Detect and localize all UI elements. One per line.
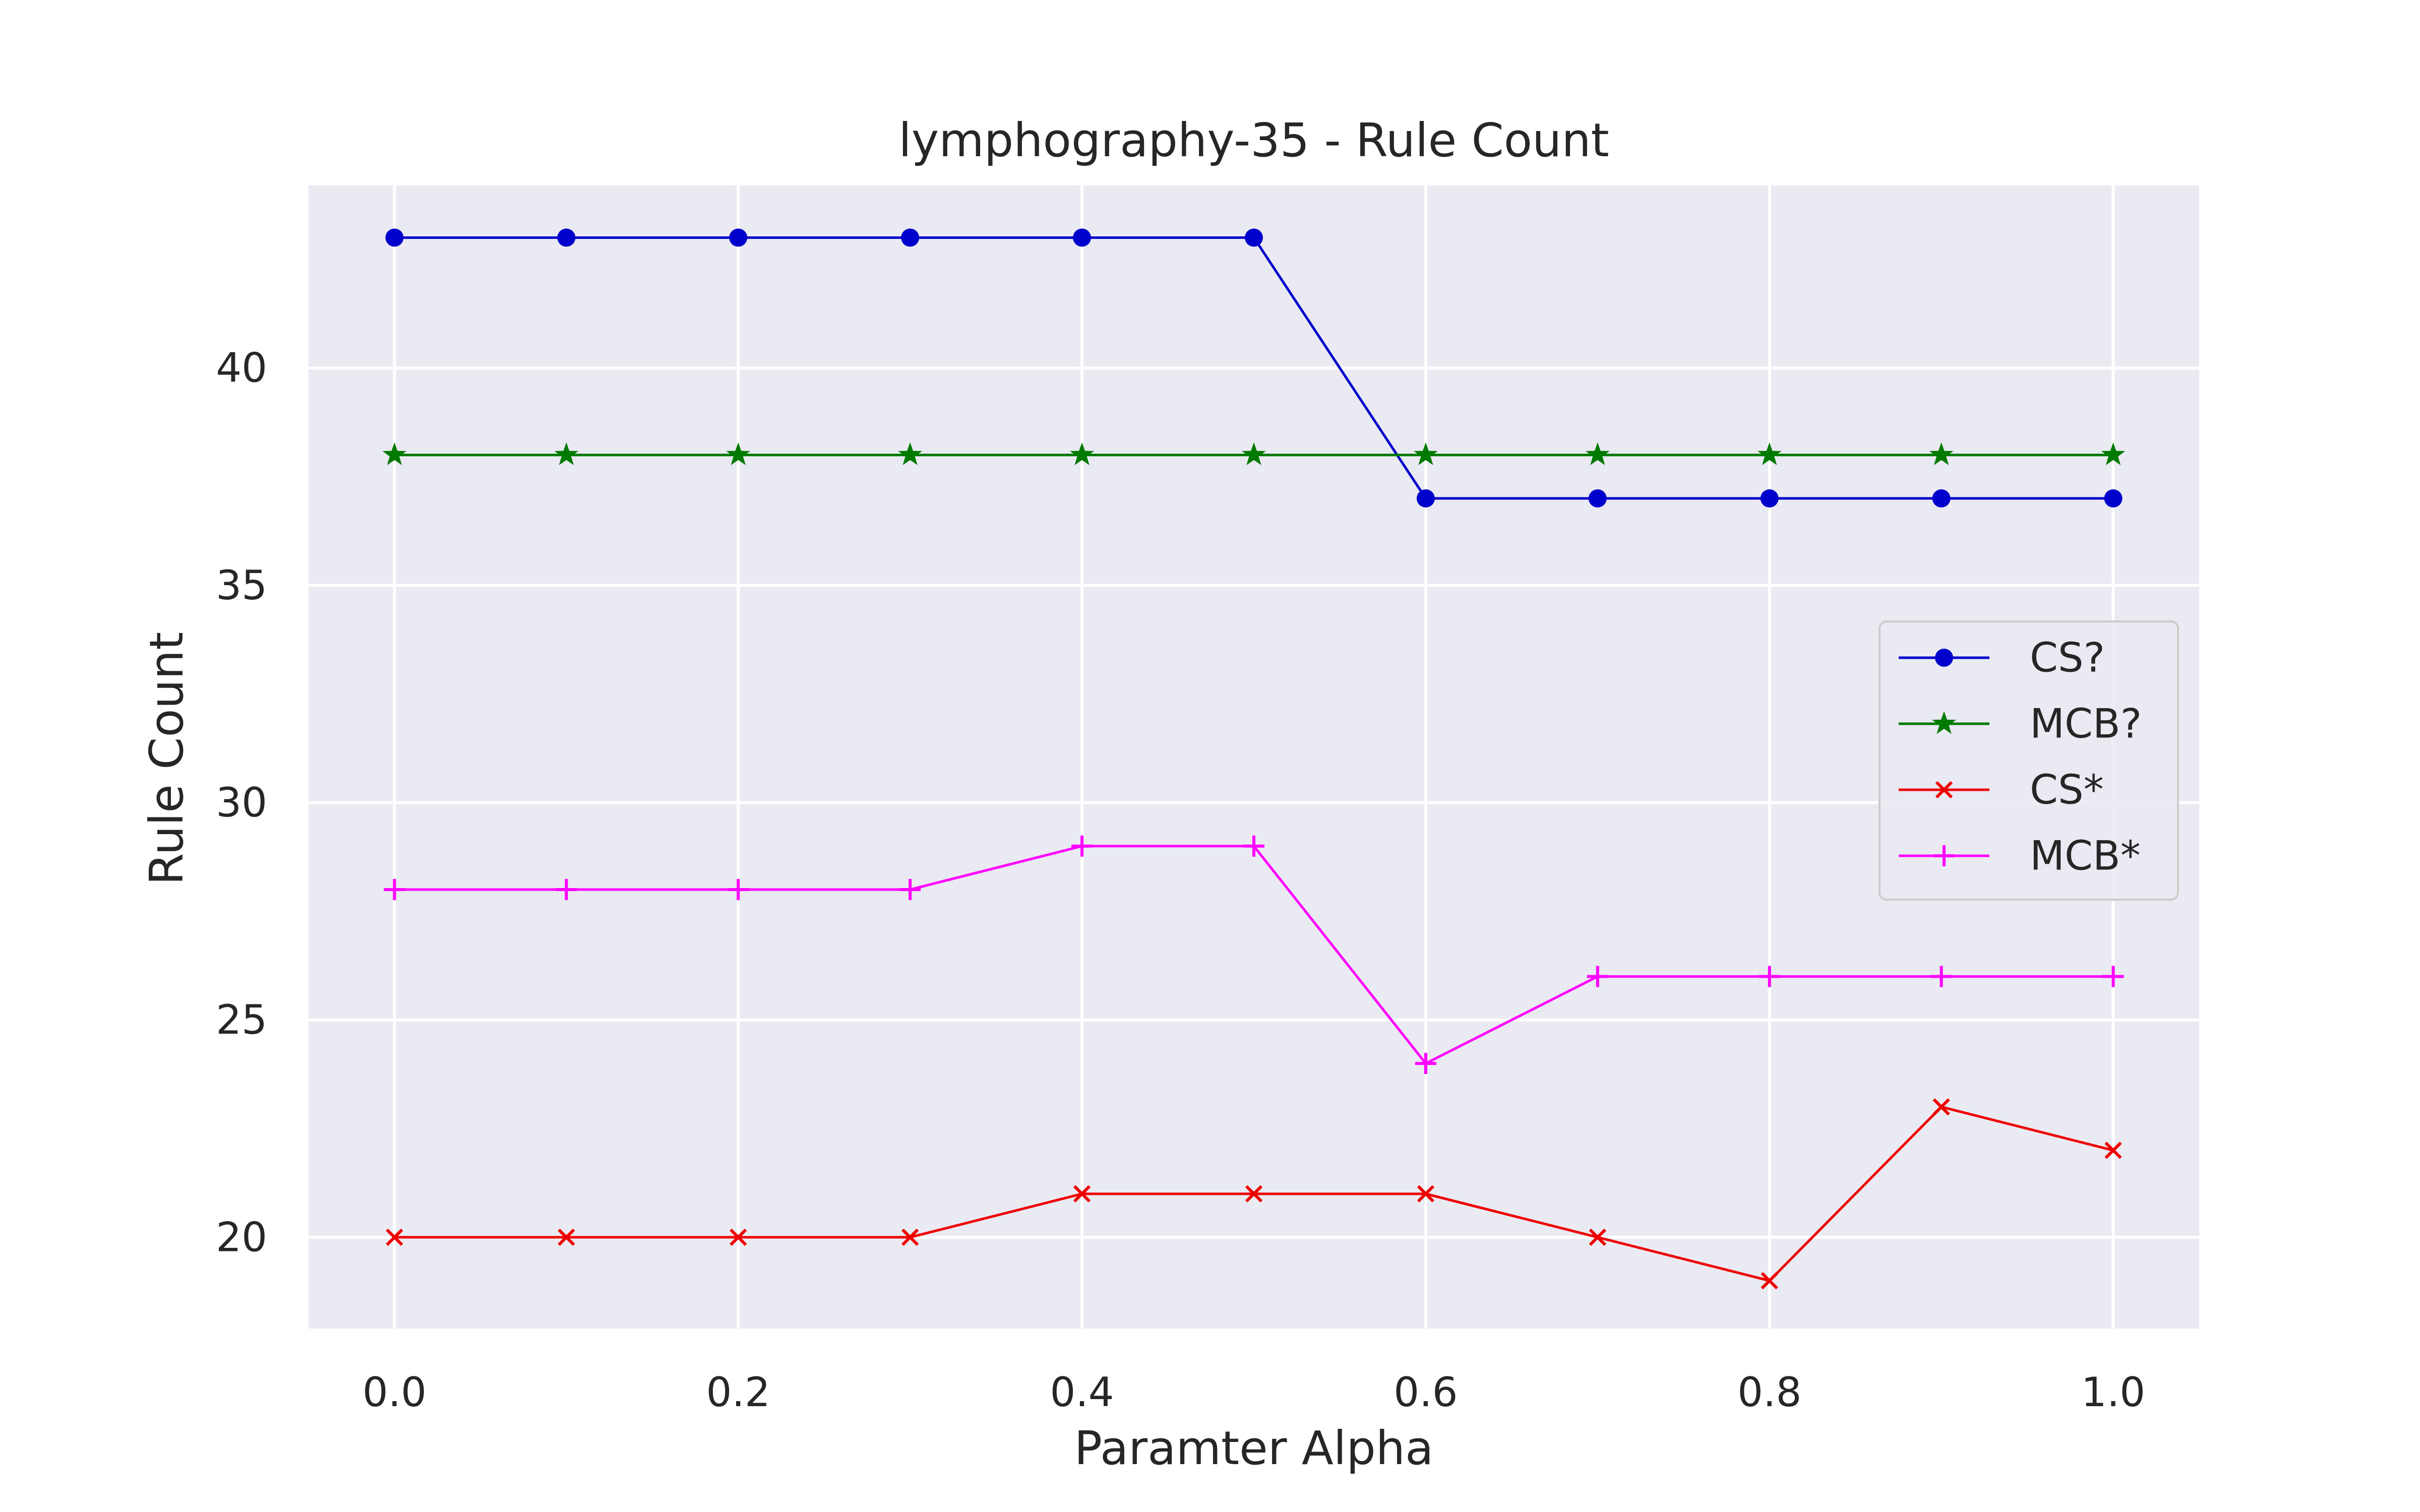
legend-item: MCB* <box>1899 833 2141 879</box>
data-point <box>898 442 922 465</box>
x-tick-label: 0.4 <box>1050 1369 1114 1416</box>
data-point <box>1415 1052 1436 1074</box>
data-point <box>1930 966 1952 987</box>
data-point <box>1417 1185 1435 1203</box>
data-point <box>2102 966 2124 987</box>
y-axis-ticks: 20 25 30 35 40 <box>216 345 267 1261</box>
data-point <box>728 879 749 901</box>
data-point <box>1070 442 1094 465</box>
x-axis-label: Paramter Alpha <box>1074 1421 1434 1475</box>
series-layer <box>382 228 2126 1290</box>
data-point <box>1587 966 1608 987</box>
data-point <box>1760 489 1779 508</box>
data-point <box>385 228 404 247</box>
y-axis-label: Rule Count <box>140 632 194 886</box>
data-point <box>899 879 921 901</box>
data-point <box>1416 489 1435 508</box>
series-2 <box>382 442 2126 465</box>
legend-box <box>1879 620 2179 901</box>
data-point <box>382 442 407 465</box>
x-tick-label: 0.8 <box>1737 1369 1801 1416</box>
data-point <box>554 442 579 465</box>
legend-item: MCB? <box>1899 701 2142 747</box>
data-point <box>2104 489 2123 508</box>
x-axis-ticks: 0.0 0.2 0.4 0.6 0.8 1.0 <box>362 1369 2145 1416</box>
data-point <box>386 1228 403 1246</box>
data-point <box>556 879 577 901</box>
data-point <box>1761 1272 1778 1290</box>
data-point <box>1588 489 1607 508</box>
data-point <box>1932 489 1951 508</box>
y-tick-label: 30 <box>216 779 267 826</box>
data-point <box>1586 442 1610 465</box>
legend-marker <box>1935 781 1953 799</box>
data-point <box>1073 1185 1091 1203</box>
y-tick-label: 20 <box>216 1214 267 1261</box>
y-tick-label: 35 <box>216 562 267 609</box>
data-point <box>1759 966 1780 987</box>
data-point <box>1245 1185 1263 1203</box>
legend-label: CS? <box>2030 635 2105 681</box>
data-point <box>1758 442 1782 465</box>
data-point <box>384 879 405 901</box>
data-point <box>1243 835 1264 857</box>
data-point <box>1242 442 1266 465</box>
x-tick-label: 0.6 <box>1394 1369 1458 1416</box>
legend-item: CS* <box>1899 767 2104 813</box>
x-tick-label: 1.0 <box>2081 1369 2145 1416</box>
data-point <box>1589 1228 1606 1246</box>
legend-marker <box>1933 845 1955 866</box>
data-point <box>1073 228 1092 247</box>
data-point <box>2101 442 2126 465</box>
series-4 <box>384 835 2124 1074</box>
x-tick-label: 0.0 <box>362 1369 427 1416</box>
data-point <box>558 1228 575 1246</box>
series-3 <box>386 1098 2122 1290</box>
data-point <box>1245 228 1263 247</box>
legend-marker <box>1935 649 1953 667</box>
data-point <box>726 442 750 465</box>
legend-item: CS? <box>1899 635 2105 681</box>
data-point <box>557 228 576 247</box>
legend-label: MCB* <box>2030 833 2141 879</box>
data-point <box>1071 835 1093 857</box>
legend: CS? MCB? CS* MCB* <box>1879 620 2179 901</box>
data-point <box>1414 442 1438 465</box>
legend-marker <box>1932 711 1956 734</box>
data-point <box>901 228 920 247</box>
data-point <box>730 1228 747 1246</box>
y-tick-label: 25 <box>216 996 267 1043</box>
data-point <box>901 1228 919 1246</box>
data-point <box>2104 1142 2122 1159</box>
y-tick-label: 40 <box>216 345 267 392</box>
data-point <box>1932 1098 1950 1116</box>
x-tick-label: 0.2 <box>706 1369 770 1416</box>
legend-label: CS* <box>2030 767 2104 813</box>
data-point <box>1929 442 1954 465</box>
series-1 <box>385 228 2123 508</box>
data-point <box>729 228 748 247</box>
chart-title: lymphography-35 - Rule Count <box>898 113 1609 167</box>
legend-label: MCB? <box>2030 701 2142 747</box>
